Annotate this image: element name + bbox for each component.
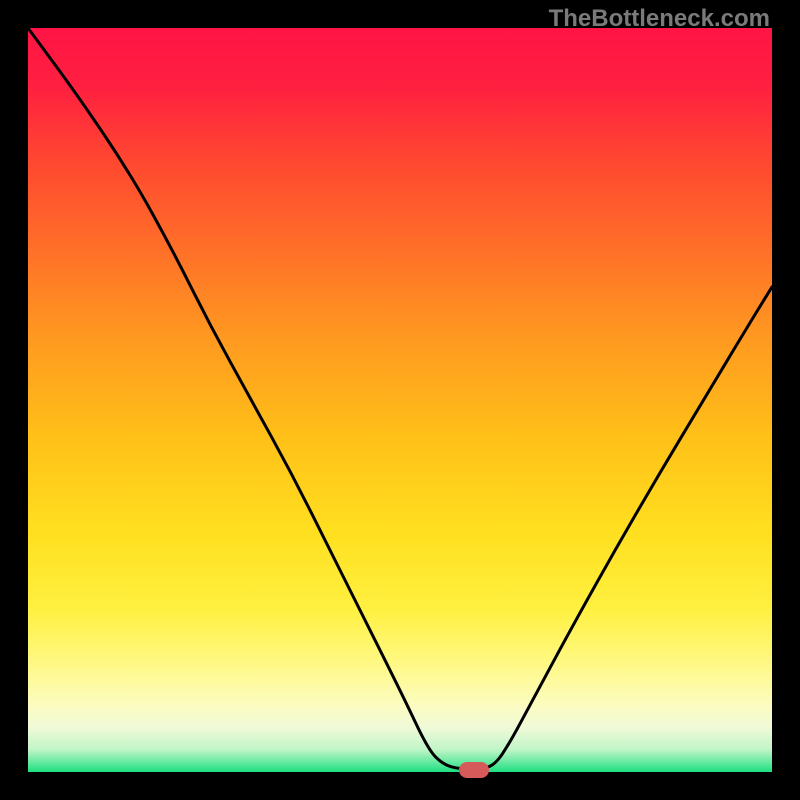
chart-container: TheBottleneck.com [0, 0, 800, 800]
optimal-point-marker [459, 762, 489, 778]
bottleneck-curve [0, 0, 800, 800]
